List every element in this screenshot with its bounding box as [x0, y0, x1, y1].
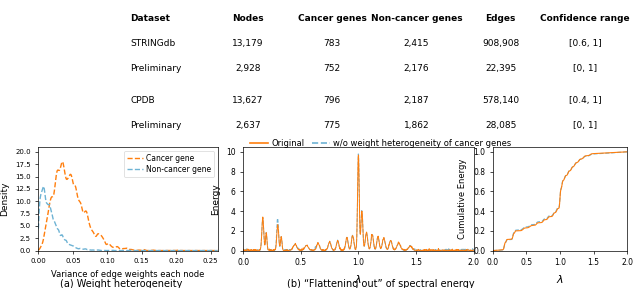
- Cancer gene: [132, 249, 140, 252]
- Legend: Cancer gene, Non-cancer gene: Cancer gene, Non-cancer gene: [124, 151, 214, 177]
- Non-cancer gene: [214, 249, 221, 252]
- Line: Non-cancer gene: Non-cancer gene: [38, 186, 218, 251]
- Non-cancer gene: [35, 227, 42, 230]
- Original: [253, 248, 261, 252]
- Non-cancer gene: [158, 249, 166, 252]
- Original: [387, 239, 394, 242]
- Y-axis label: Density: Density: [1, 181, 10, 216]
- X-axis label: $\lambda$: $\lambda$: [355, 273, 362, 285]
- Text: (b) “Flattening out” of spectral energy: (b) “Flattening out” of spectral energy: [287, 278, 475, 288]
- Cancer gene: [59, 160, 67, 163]
- Original: [438, 249, 445, 252]
- w/o weight heterogeneity of cancer genes: [442, 249, 450, 252]
- Cancer gene: [35, 249, 42, 252]
- Non-cancer gene: [132, 249, 140, 252]
- Non-cancer gene: [182, 249, 190, 252]
- Cancer gene: [214, 249, 221, 252]
- Line: Original: Original: [243, 155, 474, 251]
- Original: [450, 249, 458, 252]
- Non-cancer gene: [210, 249, 218, 252]
- Non-cancer gene: [141, 249, 149, 252]
- Cancer gene: [121, 247, 129, 250]
- w/o weight heterogeneity of cancer genes: [470, 248, 477, 251]
- w/o weight heterogeneity of cancer genes: [387, 239, 394, 243]
- Cancer gene: [141, 249, 149, 252]
- Y-axis label: Energy: Energy: [211, 183, 220, 215]
- Non-cancer gene: [40, 185, 47, 188]
- Legend: Original, w/o weight heterogeneity of cancer genes: Original, w/o weight heterogeneity of ca…: [247, 135, 515, 151]
- Cancer gene: [120, 247, 128, 250]
- w/o weight heterogeneity of cancer genes: [355, 152, 362, 156]
- w/o weight heterogeneity of cancer genes: [253, 249, 261, 252]
- Original: [414, 248, 422, 251]
- w/o weight heterogeneity of cancer genes: [414, 248, 422, 252]
- w/o weight heterogeneity of cancer genes: [239, 249, 247, 252]
- Original: [380, 237, 387, 241]
- X-axis label: $\lambda$: $\lambda$: [556, 273, 564, 285]
- Non-cancer gene: [121, 249, 129, 252]
- w/o weight heterogeneity of cancer genes: [374, 236, 381, 240]
- Non-cancer gene: [120, 249, 128, 252]
- Original: [470, 248, 477, 252]
- w/o weight heterogeneity of cancer genes: [380, 237, 387, 241]
- Original: [355, 154, 362, 157]
- Line: w/o weight heterogeneity of cancer genes: w/o weight heterogeneity of cancer genes: [243, 154, 474, 251]
- w/o weight heterogeneity of cancer genes: [438, 249, 445, 252]
- Line: Cancer gene: Cancer gene: [38, 162, 218, 251]
- Original: [374, 237, 381, 241]
- Y-axis label: Cumulative Energy: Cumulative Energy: [458, 158, 467, 239]
- X-axis label: Variance of edge weights each node: Variance of edge weights each node: [51, 270, 205, 279]
- Original: [239, 249, 247, 252]
- Text: (a) Weight heterogeneity: (a) Weight heterogeneity: [60, 278, 183, 288]
- Cancer gene: [182, 249, 189, 252]
- Cancer gene: [210, 249, 218, 252]
